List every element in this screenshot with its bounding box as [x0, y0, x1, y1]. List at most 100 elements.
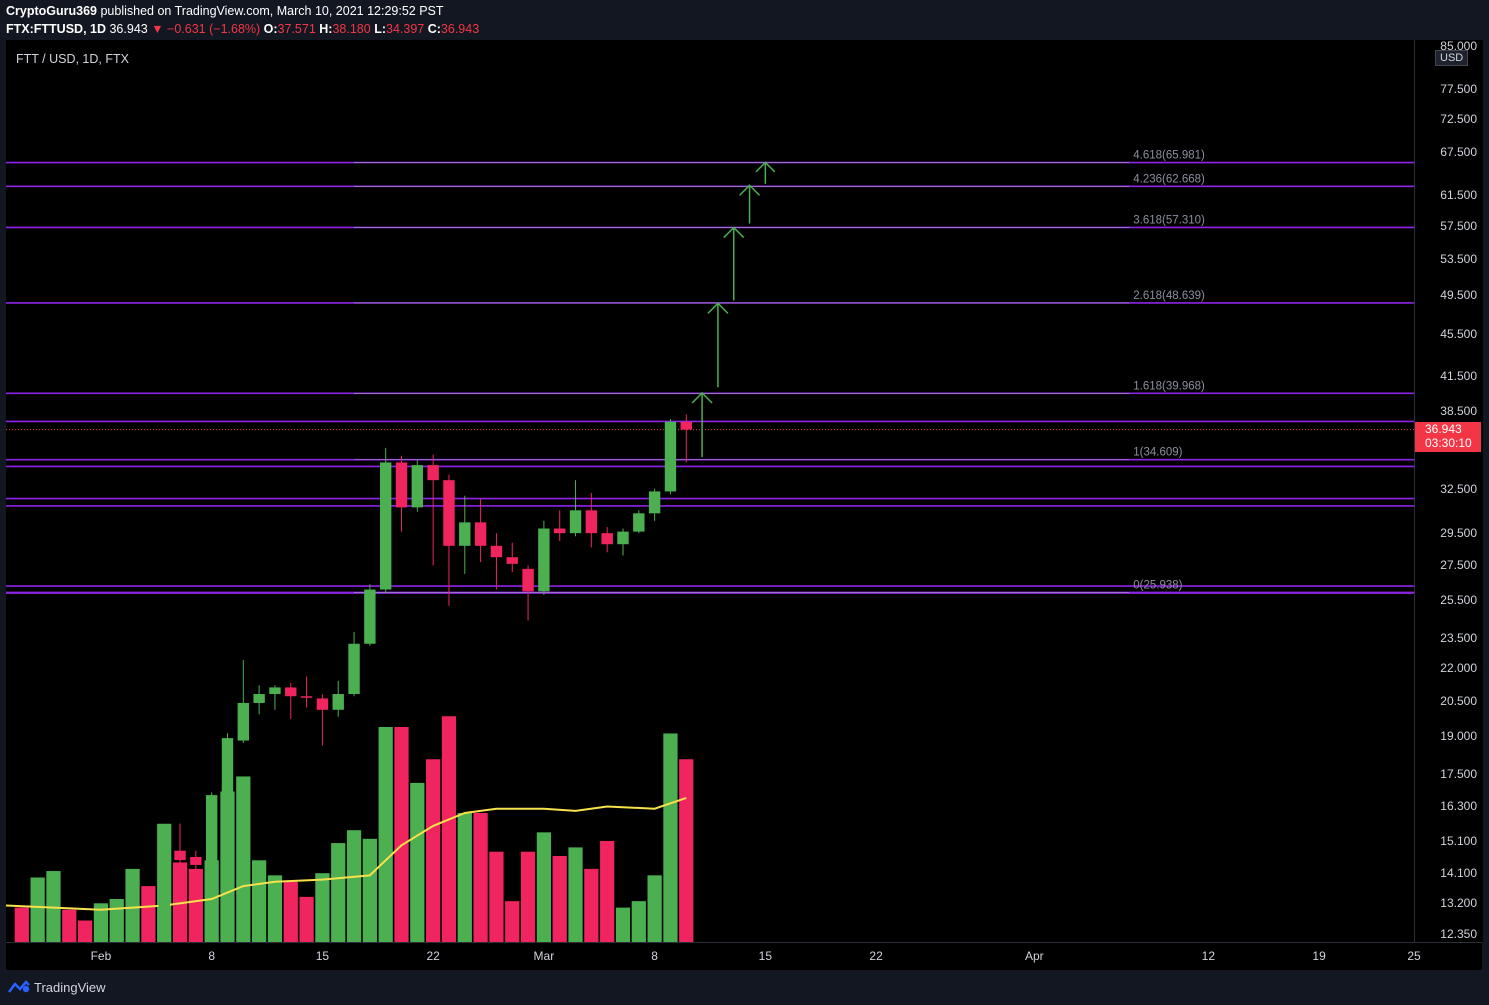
volume-bar — [536, 832, 552, 942]
chart-header: CryptoGuru369 published on TradingView.c… — [0, 0, 1489, 40]
tradingview-logo-icon — [8, 980, 30, 993]
volume-bar — [647, 875, 662, 942]
price-tick-label: 23.500 — [1440, 630, 1477, 645]
close-value: 36.943 — [440, 22, 480, 36]
price-tick-label: 27.500 — [1440, 558, 1477, 573]
volume-bar — [346, 830, 362, 942]
volume-bar — [679, 759, 694, 942]
time-tick-label: 22 — [426, 949, 440, 963]
volume-bar — [600, 840, 615, 942]
volume-bar — [62, 909, 77, 942]
published-text: published on TradingView.com, March 10, … — [100, 4, 444, 18]
close-label: C: — [427, 22, 441, 36]
volume-bar — [426, 759, 441, 942]
candle-body — [332, 694, 344, 710]
currency-badge[interactable]: USD — [1435, 50, 1469, 66]
volume-bar — [378, 727, 393, 942]
last-price-tag: 36.943 03:30:10 — [1415, 421, 1481, 452]
open-label: O: — [263, 22, 278, 36]
high-value: 38.180 — [332, 22, 371, 36]
volume-bar — [283, 881, 298, 942]
bar-countdown: 03:30:10 — [1425, 435, 1472, 450]
candle-body — [680, 421, 692, 430]
low-value: 34.397 — [386, 22, 425, 36]
up-arrow-head — [739, 184, 761, 196]
time-axis[interactable]: Feb 8 15 22 Mar 8 15 22 Apr 12 19 25 — [6, 942, 1482, 971]
time-tick-label: 25 — [1407, 949, 1421, 963]
time-tick-label: Mar — [533, 949, 555, 963]
time-tick-label: 15 — [315, 949, 330, 963]
volume-bar — [46, 871, 61, 942]
up-arrow-head — [707, 302, 729, 314]
volume-bar — [520, 851, 536, 942]
candle-body — [174, 850, 186, 861]
candle-body — [459, 522, 471, 546]
volume-bar — [267, 875, 283, 942]
volume-bar — [125, 868, 140, 942]
volume-bar — [615, 907, 631, 942]
time-tick-label: 12 — [1201, 949, 1216, 963]
low-label: L: — [374, 22, 386, 36]
time-tick-label: Feb — [90, 949, 112, 963]
candle-body — [664, 421, 677, 492]
up-arrow-head — [691, 391, 713, 404]
candle-body — [158, 899, 170, 907]
candle-body — [316, 698, 329, 710]
price-tick-label: 61.500 — [1440, 187, 1477, 202]
candle-body — [585, 510, 598, 534]
volume-bar — [188, 868, 203, 942]
publisher-name[interactable]: CryptoGuru369 — [6, 4, 97, 18]
footer: TradingView — [0, 970, 1489, 1005]
open-value: 37.571 — [277, 22, 316, 36]
fib-label-4.236: 4.236(62.668) — [1133, 173, 1205, 185]
candle-body — [601, 533, 613, 545]
fib-label-4.618: 4.618(65.981) — [1133, 150, 1205, 162]
candle-body — [205, 795, 218, 864]
price-tick-label: 20.500 — [1440, 693, 1477, 708]
price-tick-label: 85.000 — [1440, 39, 1477, 53]
candle-body — [554, 528, 566, 534]
volume-bar — [489, 851, 504, 942]
volume-bar — [93, 903, 109, 942]
publish-info: CryptoGuru369 published on TradingView.c… — [6, 4, 444, 18]
up-arrow-head — [723, 226, 745, 239]
volume-bar — [473, 813, 488, 942]
up-arrow-head — [755, 161, 776, 173]
time-tick-label: 8 — [651, 949, 658, 963]
candle-body — [474, 522, 487, 546]
price-axis[interactable]: USD 36.943 03:30:10 85.000 77.500 72.500 67… — [1414, 39, 1483, 942]
price-tick-label: 57.500 — [1440, 218, 1477, 233]
price-tick-label: 19.000 — [1440, 728, 1477, 743]
candle-body — [269, 687, 281, 695]
time-tick-label: 22 — [869, 949, 883, 963]
last-price: 36.943 — [109, 22, 148, 36]
price-chart[interactable]: 0(25.938) 1(34.609) 1.618(39.968) 2.618(48.… — [6, 40, 1414, 942]
candle-body — [617, 531, 629, 545]
price-tick-label: 15.100 — [1440, 834, 1477, 849]
price-tick-label: 67.500 — [1440, 145, 1477, 160]
candle-body — [300, 696, 313, 698]
fib-label-1: 1(34.609) — [1133, 447, 1182, 459]
volume-ma-line — [6, 797, 687, 911]
chart-pane[interactable]: 0(25.938) 1(34.609) 1.618(39.968) 2.618(48.… — [6, 40, 1414, 942]
volume-bar — [30, 877, 45, 942]
volume-bar — [252, 860, 267, 942]
high-label: H: — [319, 22, 333, 36]
candle-body — [285, 687, 297, 697]
price-tick-label: 13.200 — [1440, 896, 1477, 911]
candle-body — [221, 738, 234, 796]
candle-body — [633, 513, 645, 532]
volume-bar — [220, 791, 235, 942]
brand-name[interactable]: TradingView — [34, 980, 106, 995]
volume-bar — [584, 868, 599, 942]
candle-body — [348, 643, 360, 695]
price-tick-label: 22.000 — [1440, 661, 1477, 676]
volume-bar — [552, 856, 567, 942]
symbol-label: FTT / USD, 1D, FTX — [16, 52, 129, 66]
candle-body — [411, 465, 424, 508]
fib-label-2.618: 2.618(48.639) — [1133, 290, 1205, 302]
price-tick-label: 25.500 — [1440, 593, 1477, 608]
candle-body — [379, 462, 392, 590]
candle-body — [443, 480, 455, 546]
volume-bar — [141, 886, 156, 942]
